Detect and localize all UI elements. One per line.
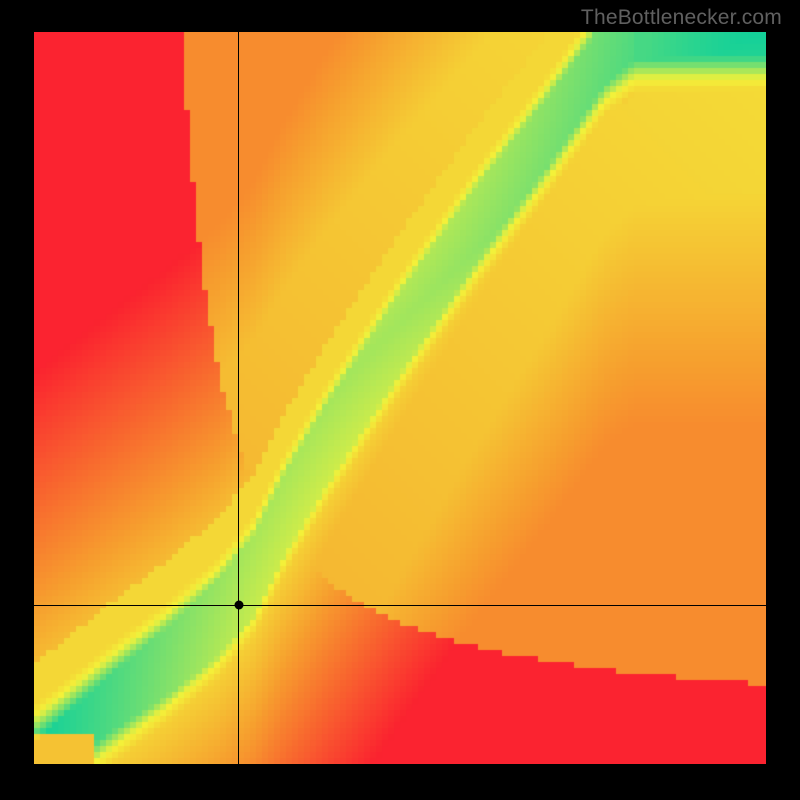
crosshair-horizontal: [34, 605, 766, 606]
crosshair-vertical: [238, 32, 239, 764]
heatmap-canvas: [34, 32, 766, 764]
heatmap-plot: [34, 32, 766, 764]
watermark-text: TheBottlenecker.com: [581, 6, 782, 30]
marker-dot: [234, 601, 243, 610]
